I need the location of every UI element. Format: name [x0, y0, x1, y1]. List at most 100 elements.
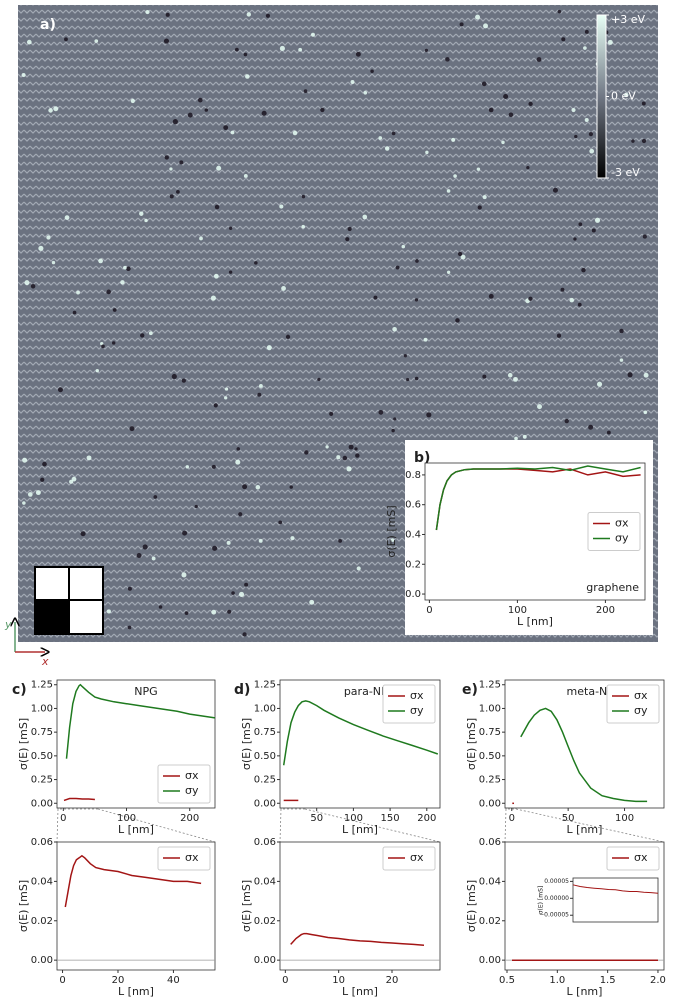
axis-letter-x: x	[41, 655, 49, 668]
defect	[223, 125, 229, 131]
defect	[573, 237, 577, 241]
defect	[214, 204, 220, 210]
y-tick-label: 0.00	[254, 955, 276, 966]
defect	[228, 270, 233, 274]
x-tick-label: 0	[509, 813, 515, 824]
defect	[158, 605, 163, 609]
defect	[129, 426, 135, 432]
defect	[127, 625, 132, 630]
series-line	[572, 884, 659, 894]
defect	[346, 466, 352, 472]
defect	[144, 218, 148, 223]
defect	[317, 377, 321, 381]
defect	[211, 609, 217, 615]
x-tick-label: 0	[426, 605, 432, 616]
x-axis-label: L [nm]	[567, 985, 603, 998]
x-axis-label: L [nm]	[517, 615, 553, 628]
legend-box	[382, 684, 436, 724]
defect	[460, 254, 466, 260]
defect	[619, 328, 624, 334]
defect	[537, 404, 543, 410]
x-tick-label: 40	[167, 975, 180, 986]
defect	[255, 484, 261, 490]
y-tick-label: 1.25	[31, 680, 53, 691]
defect	[142, 544, 148, 550]
defect	[303, 89, 308, 93]
defect	[238, 512, 243, 517]
y-tick-label: 1.00	[479, 703, 501, 714]
defect	[508, 112, 514, 118]
defect	[584, 117, 589, 122]
defect	[22, 501, 26, 505]
defect	[414, 298, 419, 302]
defect	[643, 372, 649, 378]
defect	[391, 131, 396, 136]
defect	[199, 236, 203, 241]
y-tick-label: 0.02	[31, 916, 53, 927]
y-tick-label: 0.25	[31, 775, 53, 786]
defect	[488, 107, 494, 113]
defect	[631, 139, 635, 143]
defect	[227, 609, 232, 614]
defect	[476, 167, 481, 171]
defect	[71, 476, 77, 482]
defect	[588, 132, 593, 137]
y-axis-label: σ(E) [mS]	[465, 718, 478, 770]
defect	[281, 286, 286, 291]
defect	[373, 295, 378, 300]
defect	[329, 411, 334, 416]
y-tick-label: 0.06	[31, 837, 53, 848]
defect	[140, 333, 145, 338]
x-tick-label: 2.0	[650, 975, 666, 986]
defect	[224, 387, 229, 391]
defect	[309, 599, 315, 605]
series-line	[65, 683, 216, 759]
defect	[624, 92, 629, 98]
defect	[482, 374, 487, 379]
defect	[445, 57, 450, 62]
plot-frame	[572, 877, 659, 923]
y-tick-label: 0.25	[254, 775, 276, 786]
x-axis-label: L [nm]	[118, 985, 154, 998]
legend-label: σx	[615, 517, 629, 530]
legend-label: σy	[634, 704, 648, 717]
defect	[560, 287, 565, 292]
defect	[95, 369, 99, 373]
series-line	[64, 854, 202, 908]
defect	[459, 22, 464, 27]
defect	[194, 504, 198, 509]
defect	[641, 138, 647, 144]
defect	[171, 373, 177, 380]
defect	[164, 155, 169, 160]
defect	[641, 101, 646, 106]
defect	[424, 48, 429, 52]
defect	[234, 47, 239, 52]
defect	[258, 538, 263, 543]
defect	[577, 302, 582, 307]
defect	[290, 536, 295, 541]
defect	[446, 189, 451, 193]
defect	[213, 273, 219, 279]
defect	[257, 392, 262, 397]
y-axis-label: σ(E) [mS]	[538, 886, 545, 915]
defect	[172, 119, 178, 125]
defect	[414, 376, 419, 381]
plot: 0 100 200 0.00 0.25 0.50 0.75 1.00 1.25 L [nm] σ(E…	[17, 679, 216, 836]
defect	[235, 459, 241, 465]
defect	[182, 530, 188, 536]
defect	[145, 9, 150, 15]
y-axis-label: σ(E) [mS]	[17, 880, 30, 932]
y-tick-label: 0.00005	[544, 878, 569, 885]
defect	[571, 107, 576, 113]
defect	[51, 260, 56, 265]
plot: 0 100 200 0.0 0.2 0.4 0.6 0.8 L [nm] σ(E) [mS] gra…	[385, 462, 646, 628]
defect	[163, 38, 170, 44]
defect	[483, 23, 488, 29]
y-tick-label: 0.2	[405, 559, 421, 570]
series-line	[435, 465, 641, 531]
defect	[403, 354, 407, 358]
defect	[320, 107, 325, 113]
legend-box	[382, 846, 436, 871]
y-tick-label: 0.00	[31, 798, 53, 809]
